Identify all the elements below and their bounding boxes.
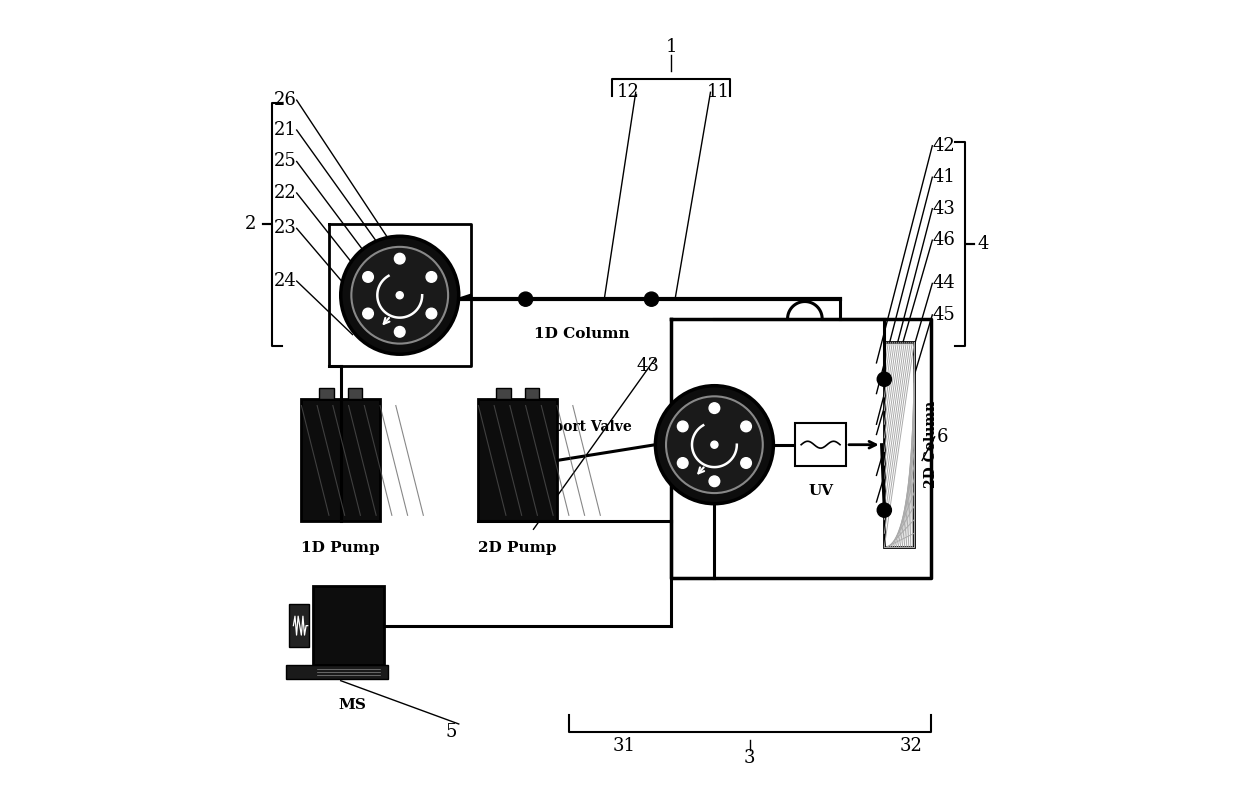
Text: 43: 43 <box>636 357 658 375</box>
Circle shape <box>740 421 751 432</box>
Circle shape <box>427 308 436 319</box>
Text: 1D Column: 1D Column <box>534 327 630 341</box>
Text: 32: 32 <box>900 737 923 755</box>
Bar <box>301 399 381 522</box>
Text: 22: 22 <box>274 184 296 202</box>
Circle shape <box>709 476 719 487</box>
Text: 3: 3 <box>744 749 755 767</box>
Circle shape <box>877 372 892 386</box>
Circle shape <box>877 503 892 518</box>
Text: UV: UV <box>808 483 833 498</box>
Text: 21: 21 <box>274 121 296 139</box>
Text: 5: 5 <box>445 723 456 741</box>
Text: 44: 44 <box>932 274 956 293</box>
Circle shape <box>397 292 403 299</box>
Circle shape <box>363 272 373 282</box>
Bar <box>496 389 511 399</box>
Text: 24: 24 <box>274 272 296 290</box>
Text: 25: 25 <box>274 153 296 170</box>
Circle shape <box>351 247 448 343</box>
Circle shape <box>645 292 658 306</box>
Circle shape <box>394 327 405 337</box>
Text: 4: 4 <box>978 235 990 253</box>
Text: 1D Pump: 1D Pump <box>301 541 379 555</box>
Bar <box>479 399 557 522</box>
Text: 23: 23 <box>274 219 296 238</box>
Text: 31: 31 <box>613 737 635 755</box>
Text: MS: MS <box>339 698 367 712</box>
Text: 26: 26 <box>274 91 296 109</box>
Circle shape <box>656 386 774 504</box>
Circle shape <box>394 254 405 264</box>
Bar <box>347 389 362 399</box>
Text: 2: 2 <box>244 215 255 234</box>
Bar <box>884 343 914 547</box>
Text: 2D Pump: 2D Pump <box>479 541 557 555</box>
Text: 6: 6 <box>936 428 949 446</box>
Bar <box>320 389 334 399</box>
Circle shape <box>518 292 533 306</box>
Text: 41: 41 <box>932 169 956 186</box>
Circle shape <box>677 458 688 468</box>
Text: 1: 1 <box>666 38 677 56</box>
Text: 12: 12 <box>616 83 640 101</box>
Bar <box>314 586 384 665</box>
Circle shape <box>709 403 719 413</box>
Circle shape <box>740 458 751 468</box>
Text: 46: 46 <box>932 231 956 249</box>
Bar <box>289 604 309 647</box>
Circle shape <box>677 421 688 432</box>
Bar <box>525 389 539 399</box>
Text: 2D Column: 2D Column <box>924 401 937 488</box>
Text: 43: 43 <box>932 200 956 218</box>
Circle shape <box>666 397 763 493</box>
Text: 6-port Valve: 6-port Valve <box>538 420 632 434</box>
Text: 11: 11 <box>707 83 730 101</box>
Bar <box>795 423 846 467</box>
Circle shape <box>711 441 718 448</box>
Circle shape <box>427 272 436 282</box>
Text: 42: 42 <box>932 137 956 155</box>
Bar <box>285 665 388 679</box>
Circle shape <box>341 236 459 355</box>
Text: 45: 45 <box>932 306 956 324</box>
Circle shape <box>363 308 373 319</box>
